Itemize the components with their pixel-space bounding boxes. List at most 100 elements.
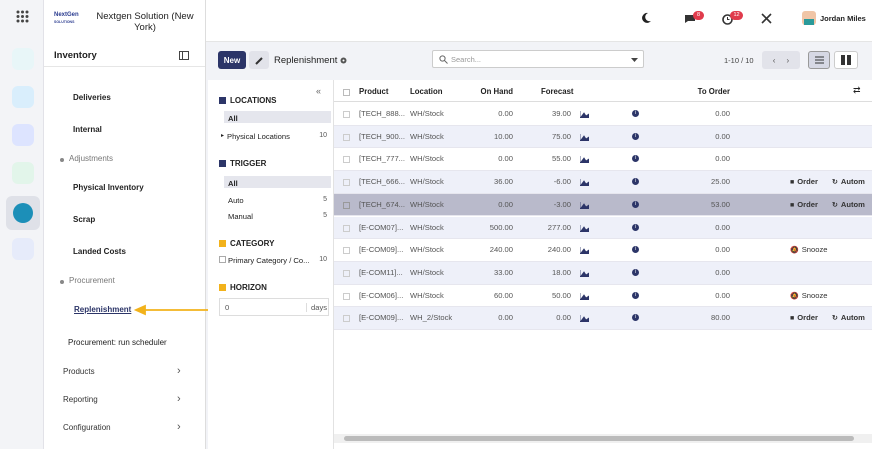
menu-item[interactable]: Internal (73, 125, 102, 134)
menu-item[interactable]: Scrap (73, 215, 96, 224)
info-icon[interactable]: i (632, 155, 639, 163)
app-icon[interactable] (12, 162, 34, 184)
cell: 36.00 (493, 177, 513, 187)
action-button[interactable]: 🔕 Snooze (790, 239, 827, 262)
checkbox[interactable] (343, 247, 350, 255)
filter-item[interactable]: All (228, 179, 238, 188)
tools-icon[interactable] (761, 13, 772, 24)
messages-icon[interactable] (684, 14, 696, 24)
cell: [TECH_674... (359, 199, 406, 209)
forecast-graph-icon[interactable] (580, 315, 589, 323)
forecast-graph-icon[interactable] (580, 179, 589, 187)
info-icon[interactable]: i (632, 246, 639, 254)
info-icon[interactable]: i (632, 291, 639, 299)
info-icon[interactable]: i (632, 314, 639, 322)
menu-item[interactable]: Landed Costs (73, 247, 126, 256)
forecast-graph-icon[interactable] (580, 292, 589, 300)
table-row[interactable]: [E-COM11]... WH/Stock 33.00 18.00 0.00 i (334, 261, 872, 285)
action-button[interactable]: ↻ Autom (832, 171, 865, 194)
app-icon[interactable] (12, 86, 34, 108)
action-button[interactable]: ■ Order (790, 194, 818, 217)
column-header[interactable]: Location (410, 87, 443, 96)
checkbox[interactable] (343, 269, 350, 277)
checkbox[interactable] (343, 111, 350, 118)
checkbox[interactable] (343, 224, 350, 232)
collapse-filters[interactable]: « (316, 86, 322, 96)
info-icon[interactable]: i (632, 200, 639, 208)
action-button[interactable]: ↻ Autom (832, 307, 865, 330)
forecast-graph-icon[interactable] (580, 224, 589, 232)
gear-button[interactable] (249, 51, 269, 69)
forecast-graph-icon[interactable] (580, 111, 589, 118)
table-row[interactable]: [E-COM06]... WH/Stock 60.00 50.00 0.00 i 🔕 Snoo… (334, 284, 872, 308)
forecast-graph-icon[interactable] (580, 133, 589, 141)
table-row[interactable]: [TECH_900... WH/Stock 10.00 75.00 0.00 i (334, 125, 872, 149)
action-button[interactable]: ↻ Autom (832, 194, 865, 217)
table-row[interactable]: [TECH_666... WH/Stock 36.00 -6.00 25.00 i ■ Ord… (334, 171, 872, 194)
app-icon[interactable] (12, 124, 34, 146)
forecast-graph-icon[interactable] (580, 269, 589, 277)
avatar[interactable] (802, 11, 816, 25)
info-icon[interactable]: i (632, 268, 639, 276)
checkbox[interactable] (219, 256, 226, 263)
menu-item[interactable]: Physical Inventory (73, 183, 144, 192)
column-header[interactable]: To Order (697, 87, 730, 96)
filter-item[interactable]: Manual (228, 212, 253, 221)
table-row[interactable]: [TECH_888... WH/Stock 0.00 39.00 0.00 i (334, 103, 872, 126)
app-icon-active[interactable] (6, 196, 40, 230)
table-row[interactable]: [E-COM09]... WH/Stock 240.00 240.00 0.00 i 🔕 Sn… (334, 239, 872, 262)
horizon-value: 0 (225, 303, 230, 312)
info-icon[interactable]: i (632, 223, 639, 231)
column-header[interactable]: On Hand (480, 87, 514, 96)
action-button[interactable]: 🔕 Snooze (790, 285, 827, 308)
checkbox[interactable] (343, 292, 350, 300)
filter-icon (219, 284, 226, 291)
action-button[interactable]: ■ Order (790, 307, 818, 330)
checkbox[interactable] (343, 315, 350, 323)
info-icon[interactable]: i (632, 132, 639, 140)
menu-item[interactable]: Deliveries (73, 93, 111, 102)
user-name[interactable]: Jordan Miles (820, 14, 866, 23)
list-view[interactable] (808, 51, 830, 69)
checkbox[interactable] (343, 156, 350, 164)
pager-nav[interactable]: ‹ › (762, 51, 800, 69)
forecast-graph-icon[interactable] (580, 156, 589, 164)
menu-group[interactable]: Configuration (63, 423, 111, 432)
filter-item[interactable]: Auto (228, 196, 244, 205)
info-icon[interactable]: i (632, 178, 639, 186)
cell: 0.00 (715, 154, 730, 164)
dark-mode-icon[interactable] (640, 12, 652, 24)
app-icon[interactable] (12, 48, 34, 70)
table-row[interactable]: [E-COM07]... WH/Stock 500.00 277.00 0.00 i (334, 216, 872, 240)
menu-item[interactable]: Procurement: run scheduler (68, 338, 167, 347)
filter-item[interactable]: Primary Category / Co... (228, 256, 310, 265)
checkbox[interactable] (343, 179, 350, 187)
search-dropdown[interactable] (631, 58, 638, 62)
menu-item-active[interactable]: Replenishment (74, 305, 132, 314)
menu-group[interactable]: Reporting (63, 395, 98, 404)
column-header[interactable]: Product (359, 87, 389, 96)
forecast-graph-icon[interactable] (580, 247, 589, 255)
checkbox[interactable] (343, 201, 350, 209)
kanban-view[interactable] (834, 51, 858, 69)
action-button[interactable]: ■ Order (790, 171, 818, 194)
new-button[interactable]: New (218, 51, 246, 69)
filter-item[interactable]: All (228, 114, 238, 123)
toggle-sidebar[interactable] (179, 51, 189, 60)
menu-group[interactable]: Products (63, 367, 95, 376)
apps-icon[interactable] (16, 10, 29, 23)
column-header[interactable]: Forecast (541, 87, 574, 96)
table-row[interactable]: [TECH_777... WH/Stock 0.00 55.00 0.00 i (334, 148, 872, 172)
checkbox[interactable] (343, 89, 350, 96)
forecast-graph-icon[interactable] (580, 201, 589, 209)
table-row[interactable]: [TECH_674... WH/Stock 0.00 -3.00 53.00 i ■ Orde… (334, 193, 872, 217)
horizon-input[interactable]: 0 days (219, 298, 329, 316)
filter-item[interactable]: Physical Locations (227, 132, 290, 141)
table-row[interactable]: [E-COM09]... WH_2/Stock 0.00 0.00 80.00 i ■ Ord… (334, 307, 872, 330)
search-box[interactable]: Search... (432, 50, 644, 68)
column-options[interactable]: ⇄ (853, 85, 861, 95)
info-icon[interactable]: i (632, 110, 639, 117)
settings-icon[interactable] (340, 57, 347, 64)
app-icon[interactable] (12, 238, 34, 260)
checkbox[interactable] (343, 133, 350, 141)
